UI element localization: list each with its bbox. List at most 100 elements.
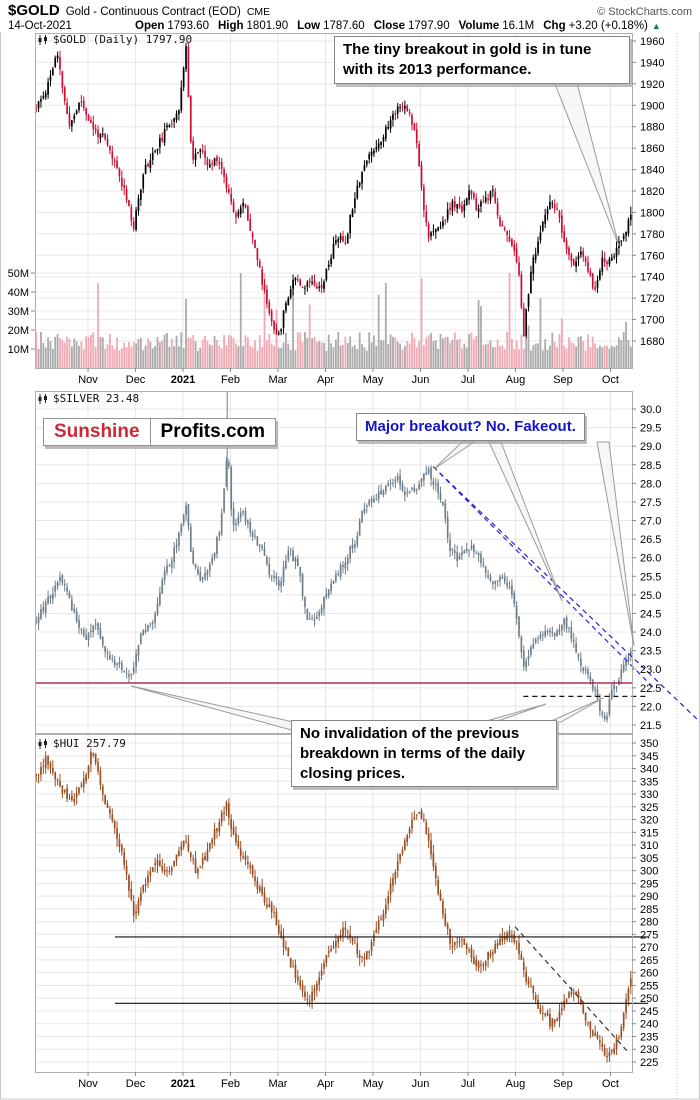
svg-text:1780: 1780 bbox=[640, 229, 664, 241]
svg-text:340: 340 bbox=[640, 764, 658, 776]
svg-text:Jul: Jul bbox=[461, 1078, 475, 1090]
header-title-row: $GOLD Gold - Continuous Contract (EOD) C… bbox=[0, 0, 700, 19]
svg-text:Oct: Oct bbox=[602, 374, 619, 386]
svg-text:270: 270 bbox=[640, 942, 658, 954]
instrument-name: Gold - Continuous Contract (EOD) bbox=[65, 6, 241, 18]
svg-text:Feb: Feb bbox=[221, 374, 240, 386]
svg-text:Apr: Apr bbox=[317, 1078, 334, 1090]
svg-text:25.0: 25.0 bbox=[640, 590, 661, 602]
svg-text:305: 305 bbox=[640, 853, 658, 865]
svg-text:Nov: Nov bbox=[78, 374, 98, 386]
svg-text:325: 325 bbox=[640, 802, 658, 814]
svg-text:22.5: 22.5 bbox=[640, 683, 661, 695]
gold-panel-label: $GOLD (Daily) 1797.90 bbox=[37, 33, 192, 46]
svg-text:22.0: 22.0 bbox=[640, 701, 661, 713]
svg-text:225: 225 bbox=[640, 1057, 658, 1069]
annotation-pointer-arrow bbox=[488, 441, 563, 602]
svg-text:2021: 2021 bbox=[171, 1078, 195, 1090]
ohlc-quote: Open 1793.60 High 1801.90 Low 1787.60 Close 179… bbox=[126, 20, 648, 32]
logo-part-profits: Profits.com bbox=[149, 419, 276, 445]
svg-text:320: 320 bbox=[640, 815, 658, 827]
change-up-arrow-icon: ▲ bbox=[651, 21, 661, 31]
svg-text:265: 265 bbox=[640, 955, 658, 967]
header-quote-row: 14-Oct-2021 Open 1793.60 High 1801.90 Low 178… bbox=[0, 19, 700, 32]
svg-text:24.0: 24.0 bbox=[640, 627, 661, 639]
svg-text:230: 230 bbox=[640, 1044, 658, 1056]
quote-chg: Chg +3.20 (+0.18%) bbox=[543, 20, 648, 32]
svg-text:Dec: Dec bbox=[126, 374, 146, 386]
svg-text:1800: 1800 bbox=[640, 207, 664, 219]
svg-text:2021: 2021 bbox=[171, 374, 195, 386]
breakdown-annotation-note: No invalidation of the previous breakdow… bbox=[291, 720, 557, 788]
gold-annotation-note: The tiny breakout in gold is in tune wit… bbox=[334, 36, 630, 84]
svg-text:28.0: 28.0 bbox=[640, 478, 661, 490]
svg-text:1880: 1880 bbox=[640, 122, 664, 134]
svg-text:30.0: 30.0 bbox=[640, 404, 661, 416]
stockcharts-icon bbox=[38, 34, 47, 45]
silver-panel-label: $SILVER 23.48 bbox=[37, 392, 139, 405]
svg-text:Jul: Jul bbox=[461, 374, 475, 386]
silver-annotation-note: Major breakout? No. Fakeout. bbox=[356, 413, 585, 441]
svg-text:275: 275 bbox=[640, 929, 658, 941]
svg-text:50M: 50M bbox=[8, 268, 29, 280]
svg-text:29.5: 29.5 bbox=[640, 423, 661, 435]
annotation-pointer-arrow bbox=[433, 441, 476, 470]
svg-text:1820: 1820 bbox=[640, 186, 664, 198]
svg-text:27.5: 27.5 bbox=[640, 497, 661, 509]
svg-text:25.5: 25.5 bbox=[640, 571, 661, 583]
svg-text:315: 315 bbox=[640, 827, 658, 839]
stockcharts-icon bbox=[38, 738, 47, 749]
svg-text:285: 285 bbox=[640, 904, 658, 916]
annotation-pointer-arrow bbox=[548, 697, 604, 723]
quote-low: Low 1787.60 bbox=[297, 20, 365, 32]
svg-text:Aug: Aug bbox=[506, 1078, 526, 1090]
svg-text:26.5: 26.5 bbox=[640, 534, 661, 546]
quote-close: Close 1797.90 bbox=[373, 20, 450, 32]
svg-text:30M: 30M bbox=[8, 306, 29, 318]
svg-text:1940: 1940 bbox=[640, 57, 664, 69]
svg-text:21.5: 21.5 bbox=[640, 720, 661, 732]
quote-date: 14-Oct-2021 bbox=[8, 20, 72, 32]
svg-text:Jun: Jun bbox=[412, 374, 430, 386]
svg-text:245: 245 bbox=[640, 1006, 658, 1018]
svg-text:260: 260 bbox=[640, 968, 658, 980]
svg-text:20M: 20M bbox=[8, 325, 29, 337]
svg-text:1860: 1860 bbox=[640, 143, 664, 155]
svg-text:Feb: Feb bbox=[221, 1078, 240, 1090]
svg-text:Mar: Mar bbox=[269, 1078, 288, 1090]
svg-text:240: 240 bbox=[640, 1019, 658, 1031]
svg-text:1760: 1760 bbox=[640, 250, 664, 262]
svg-text:26.0: 26.0 bbox=[640, 553, 661, 565]
svg-text:23.0: 23.0 bbox=[640, 664, 661, 676]
svg-text:23.5: 23.5 bbox=[640, 646, 661, 658]
svg-text:300: 300 bbox=[640, 866, 658, 878]
quote-high: High 1801.90 bbox=[217, 20, 289, 32]
svg-text:24.5: 24.5 bbox=[640, 608, 661, 620]
svg-text:290: 290 bbox=[640, 891, 658, 903]
svg-text:1840: 1840 bbox=[640, 165, 664, 177]
svg-text:Aug: Aug bbox=[506, 374, 526, 386]
symbol-title: $GOLD bbox=[8, 2, 60, 19]
quote-open: Open 1793.60 bbox=[135, 20, 209, 32]
annotation-pointer-arrow bbox=[130, 685, 308, 735]
svg-text:Apr: Apr bbox=[317, 374, 334, 386]
svg-text:Sep: Sep bbox=[553, 1078, 573, 1090]
svg-text:28.5: 28.5 bbox=[640, 460, 661, 472]
svg-text:27.0: 27.0 bbox=[640, 516, 661, 528]
exchange-label: CME bbox=[246, 6, 271, 18]
svg-text:Nov: Nov bbox=[78, 1078, 98, 1090]
svg-text:Dec: Dec bbox=[126, 1078, 146, 1090]
svg-text:Sep: Sep bbox=[553, 374, 573, 386]
svg-text:350: 350 bbox=[640, 738, 658, 750]
svg-text:1700: 1700 bbox=[640, 315, 664, 327]
chart-header: $GOLD Gold - Continuous Contract (EOD) C… bbox=[0, 0, 700, 32]
svg-text:1900: 1900 bbox=[640, 100, 664, 112]
svg-text:1680: 1680 bbox=[640, 336, 664, 348]
quote-volume: Volume 16.1M bbox=[458, 20, 535, 32]
svg-text:250: 250 bbox=[640, 993, 658, 1005]
annotation-pointer-arrow bbox=[596, 441, 635, 647]
svg-text:1720: 1720 bbox=[640, 293, 664, 305]
svg-text:1920: 1920 bbox=[640, 79, 664, 91]
